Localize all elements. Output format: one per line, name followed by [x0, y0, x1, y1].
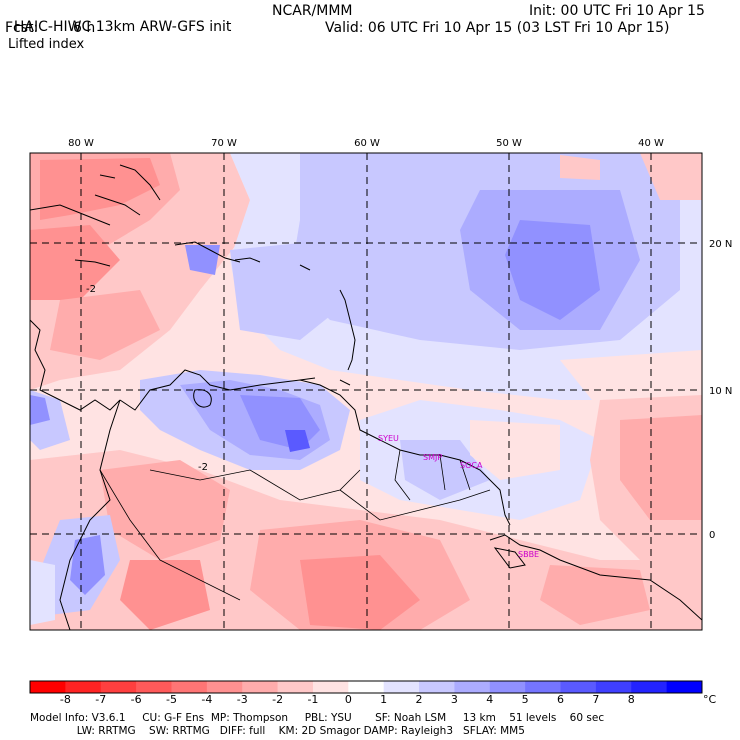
map-field: SYEU SMJP SOCA SBBE -2 -2	[30, 153, 702, 630]
colorbar-level-label: 6	[557, 693, 565, 706]
contour-label: -2	[198, 462, 208, 473]
lat-label: 20 N	[709, 239, 732, 250]
colorbar-level-label: 7	[592, 693, 600, 706]
colorbar-swatch	[206, 681, 243, 693]
model-title-text: HAIC-HIWC 13km ARW-GFS init	[13, 19, 232, 35]
lon-label: 80 W	[68, 138, 94, 149]
colorbar-swatch	[277, 681, 314, 693]
colorbar-swatch	[136, 681, 172, 693]
lat-label: 0	[709, 530, 715, 541]
colorbar-swatch	[454, 681, 491, 693]
lon-label: 40 W	[638, 138, 664, 149]
colorbar-level-label: -4	[201, 693, 213, 706]
colorbar-swatch	[560, 681, 597, 693]
colorbar-swatch	[383, 681, 420, 693]
model-info-line2: LW: RRTMG SW: RRTMG DIFF: full KM: 2D Sm…	[30, 725, 525, 737]
lat-label: 10 N	[709, 386, 732, 397]
colorbar-swatch	[525, 681, 562, 693]
colorbar-swatch	[666, 681, 703, 693]
colorbar-swatch	[595, 681, 632, 693]
colorbar-level-label: -5	[165, 693, 177, 706]
colorbar-swatch	[171, 681, 208, 693]
colorbar-swatch	[65, 681, 102, 693]
colorbar-swatch	[312, 681, 349, 693]
colorbar-level-label: 1	[380, 693, 388, 706]
valid-time: Valid: 06 UTC Fri 10 Apr 15 (03 LST Fri …	[325, 20, 670, 36]
forecast-hour: 6 h	[73, 20, 96, 36]
colorbar-swatch	[419, 681, 455, 693]
colorbar-frame	[29, 680, 703, 694]
contour-label: -2	[86, 284, 96, 295]
colorbar-swatch	[30, 681, 66, 693]
map-frame	[29, 152, 703, 631]
model-title: HAIC-HIWC 13km ARW-GFS init	[5, 3, 232, 35]
colorbar-level-label: 5	[521, 693, 529, 706]
model-info-line1: Model Info: V3.6.1 CU: G-F Ens MP: Thomp…	[30, 712, 605, 724]
graticule	[30, 153, 702, 630]
station-label: SBBE	[518, 550, 539, 559]
station-label: SYEU	[378, 434, 399, 443]
colorbar-swatch	[100, 681, 137, 693]
colorbar	[29, 680, 703, 694]
lon-label: 50 W	[496, 138, 522, 149]
colorbar-swatch	[348, 681, 385, 693]
colorbar-level-label: -6	[130, 693, 142, 706]
lon-label: 70 W	[211, 138, 237, 149]
colorbar-swatch	[631, 681, 668, 693]
colorbar-level-label: -1	[307, 693, 319, 706]
station-label: SMJP	[423, 453, 442, 462]
colorbar-unit: °C	[703, 693, 717, 706]
forecast-label: Fcst:	[5, 20, 39, 36]
colorbar-swatch	[489, 681, 526, 693]
init-time: Init: 00 UTC Fri 10 Apr 15	[529, 3, 705, 19]
org-label: NCAR/MMM	[272, 3, 353, 19]
colorbar-level-label: -2	[272, 693, 284, 706]
colorbar-level-label: 4	[486, 693, 494, 706]
colorbar-level-label: 8	[627, 693, 635, 706]
colorbar-level-label: 0	[344, 693, 352, 706]
field-name: Lifted index	[8, 37, 85, 52]
station-label: SOCA	[460, 461, 483, 470]
lon-label: 60 W	[354, 138, 380, 149]
colorbar-level-label: -3	[236, 693, 248, 706]
colorbar-level-label: 3	[450, 693, 458, 706]
colorbar-level-label: -8	[59, 693, 71, 706]
colorbar-swatch	[242, 681, 279, 693]
colorbar-level-label: 2	[415, 693, 423, 706]
colorbar-level-label: -7	[95, 693, 107, 706]
